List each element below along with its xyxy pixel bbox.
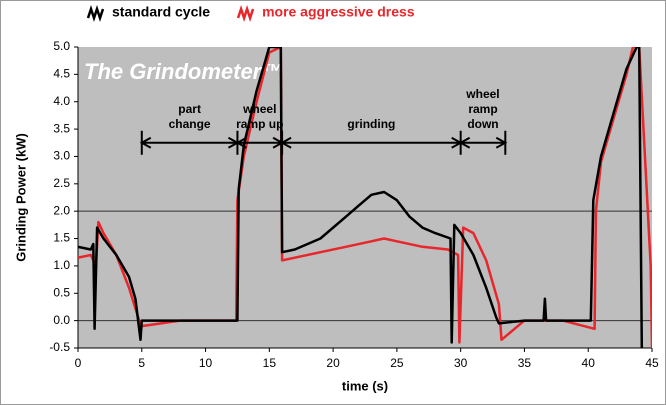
plot-lines <box>78 47 652 348</box>
annotation-text: down <box>467 117 498 131</box>
legend-label: standard cycle <box>112 4 210 20</box>
x-tick-label: 20 <box>326 356 340 370</box>
annotation-text: part <box>178 102 201 116</box>
annotation-text: wheel <box>242 102 276 116</box>
x-tick-label: 5 <box>138 356 145 370</box>
x-tick-label: 25 <box>390 356 404 370</box>
x-axis-label: time (s) <box>342 378 388 393</box>
y-tick-label: 5.0 <box>53 39 70 53</box>
legend-swatch <box>236 5 255 22</box>
series-line <box>78 47 644 348</box>
y-tick-label: 1.5 <box>53 231 70 245</box>
y-tick-label: 2.5 <box>53 176 70 190</box>
annotation-text: ramp <box>468 102 497 116</box>
plot-area <box>78 47 652 348</box>
x-tick-label: 40 <box>582 356 596 370</box>
y-tick-label: 0.5 <box>53 285 70 299</box>
y-tick-label: 3.5 <box>53 121 70 135</box>
annotation-text: ramp up <box>236 117 283 131</box>
legend-label: more aggressive dress <box>262 4 415 20</box>
legend-swatch <box>86 5 105 22</box>
x-tick-label: 15 <box>263 356 277 370</box>
y-tick-label: 2.0 <box>53 203 70 217</box>
y-axis-label: Grinding Power (kW) <box>13 133 28 262</box>
annotation-text: wheel <box>465 87 499 101</box>
y-tick-label: 0.0 <box>53 313 70 327</box>
y-tick-label: -0.5 <box>49 340 70 354</box>
x-tick-label: 35 <box>518 356 532 370</box>
y-tick-label: 4.0 <box>53 94 70 108</box>
annotation-text: change <box>169 117 211 131</box>
y-tick-label: 4.5 <box>53 67 70 81</box>
x-tick-label: 30 <box>454 356 468 370</box>
chart-title: The Grindometer™ <box>84 59 283 84</box>
x-tick-label: 45 <box>645 356 659 370</box>
y-tick-label: 1.0 <box>53 258 70 272</box>
x-tick-label: 10 <box>199 356 213 370</box>
y-tick-label: 3.0 <box>53 149 70 163</box>
x-tick-label: 0 <box>75 356 82 370</box>
annotation-text: grinding <box>347 117 395 131</box>
